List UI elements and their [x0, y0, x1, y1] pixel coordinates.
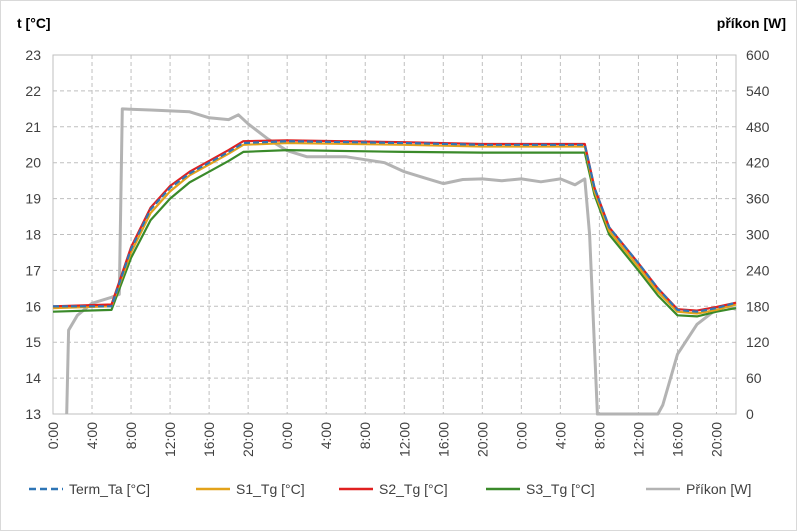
- x-tick-label: 8:00: [591, 422, 607, 449]
- x-tick-label: 12:00: [162, 422, 178, 457]
- legend: Term_Ta [°C] S1_Tg [°C] S2_Tg [°C] S3_Tg [°…: [29, 481, 751, 497]
- y-right-tick-label: 300: [746, 227, 770, 243]
- y-left-tick-label: 21: [25, 119, 41, 135]
- y-right-axis-title: příkon [W]: [717, 15, 786, 31]
- y-right-tick-label: 0: [746, 406, 754, 422]
- series-line-s3-tg-c: [52, 149, 737, 318]
- series-line-p-kon-w: [65, 107, 737, 416]
- x-tick-label: 8:00: [357, 422, 373, 449]
- y-left-tick-label: 16: [25, 298, 41, 314]
- x-tick-label: 4:00: [84, 422, 100, 449]
- x-tick-label: 16:00: [201, 422, 217, 457]
- x-tick-label: 20:00: [240, 422, 256, 457]
- y-left-tick-label: 13: [25, 406, 41, 422]
- y-left-tick-label: 20: [25, 155, 41, 171]
- series-line-s1-tg-c: [52, 141, 737, 315]
- grid-layer: [53, 55, 736, 414]
- y-right-tick-label: 60: [746, 370, 762, 386]
- y-right-tick-label: 120: [746, 334, 770, 350]
- y-right-tick-label: 540: [746, 83, 770, 99]
- x-tick-label: 20:00: [474, 422, 490, 457]
- x-tick-label: 4:00: [552, 422, 568, 449]
- x-tick-label: 0:00: [279, 422, 295, 449]
- x-tick-label: 0:00: [513, 422, 529, 449]
- y-left-tick-label: 14: [25, 370, 41, 386]
- y-right-tick-label: 360: [746, 191, 770, 207]
- x-tick-label: 4:00: [318, 422, 334, 449]
- y-right-tick-label: 480: [746, 119, 770, 135]
- legend-label: S1_Tg [°C]: [236, 481, 305, 497]
- legend-label: Term_Ta [°C]: [69, 481, 150, 497]
- y-right-tick-label: 600: [746, 47, 770, 63]
- y-left-tick-label: 23: [25, 47, 41, 63]
- x-tick-label: 0:00: [45, 422, 61, 449]
- y-left-tick-label: 15: [25, 334, 41, 350]
- series-line-term-ta-c: [53, 140, 737, 313]
- x-tick-label: 16:00: [435, 422, 451, 457]
- y-right-tick-label: 180: [746, 298, 770, 314]
- x-tick-label: 16:00: [669, 422, 685, 457]
- series-layer: [52, 107, 737, 416]
- legend-label: S2_Tg [°C]: [379, 481, 448, 497]
- y-left-tick-label: 18: [25, 227, 41, 243]
- tick-layer: 13 0 14 60 15 120 16 180 17 240 18 300 19 360 20 420 21 4…: [25, 47, 769, 457]
- x-tick-label: 8:00: [123, 422, 139, 449]
- y-left-axis-title: t [°C]: [17, 15, 51, 31]
- legend-label: S3_Tg [°C]: [526, 481, 595, 497]
- legend-label: Příkon [W]: [686, 481, 751, 497]
- y-left-tick-label: 17: [25, 262, 41, 278]
- x-tick-label: 20:00: [708, 422, 724, 457]
- y-left-tick-label: 22: [25, 83, 41, 99]
- x-tick-label: 12:00: [630, 422, 646, 457]
- y-right-tick-label: 420: [746, 155, 770, 171]
- y-right-tick-label: 240: [746, 262, 770, 278]
- x-tick-label: 12:00: [396, 422, 412, 457]
- y-left-tick-label: 19: [25, 191, 41, 207]
